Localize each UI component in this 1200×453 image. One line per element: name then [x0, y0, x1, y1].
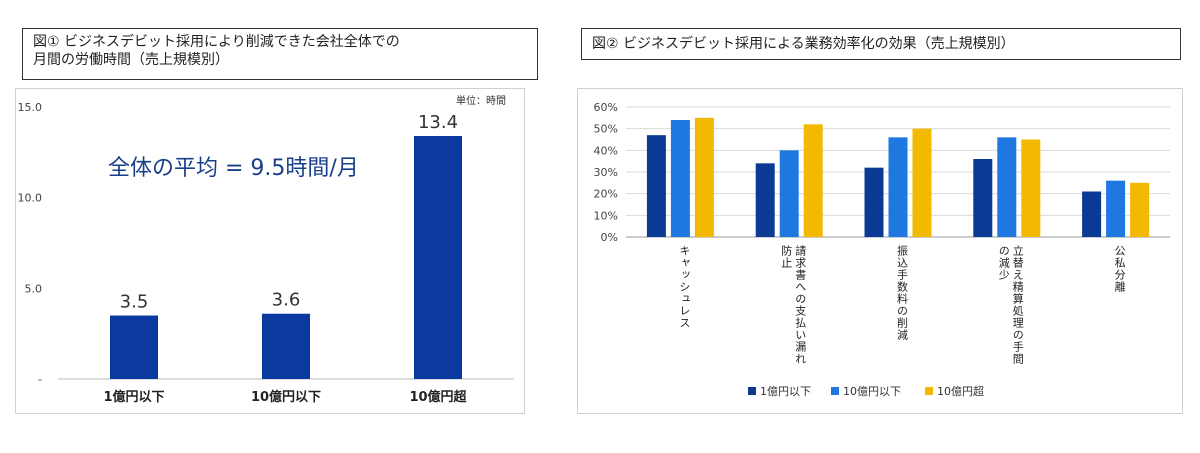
bar-1億円以下-振込手数料の削減 — [864, 167, 884, 237]
y-tick-label: 10.0 — [18, 192, 43, 205]
bar-10億円超-キャッシュレス — [694, 117, 714, 237]
y-tick-label: 20% — [594, 188, 618, 201]
x-tick-label: 請求書への支払い漏れ — [794, 244, 807, 365]
chart1-frame: - 5.0 10.0 15.0 単位：時間全体の平均 = 9.5時間/月 3.5 1億円以下… — [15, 88, 525, 414]
data-label: 3.5 — [120, 292, 149, 313]
x-tick-label: 10億円以下 — [251, 389, 321, 405]
data-label: 13.4 — [418, 112, 458, 133]
y-tick-label: 5.0 — [25, 282, 43, 295]
x-tick-label: 10億円超 — [409, 389, 467, 405]
bar-10億円以下-振込手数料の削減 — [888, 137, 908, 237]
y-tick-label: 60% — [594, 101, 618, 114]
y-tick-label: 0% — [601, 231, 618, 244]
chart2-title: 図② ビジネスデビット採用による業務効率化の効果（売上規模別） — [581, 28, 1181, 60]
chart2-title-text: 図② ビジネスデビット採用による業務効率化の効果（売上規模別） — [592, 36, 1015, 52]
unit-note: 単位：時間 — [456, 94, 506, 107]
x-tick-label: 振込手数料の削減 — [896, 244, 909, 341]
bar-1億円以下-公私分離 — [1082, 191, 1102, 237]
legend-label: 10億円以下 — [843, 385, 901, 398]
bar-10億円以下-立替え精算処理の手間の減少 — [997, 137, 1017, 237]
chart1-title-line2: 月間の労働時間（売上規模別） — [33, 52, 229, 68]
bar-1億円以下-請求書への支払い漏れ防止 — [755, 163, 775, 237]
data-label: 3.6 — [272, 290, 301, 311]
legend-label: 1億円以下 — [760, 385, 811, 398]
legend-swatch — [831, 387, 839, 395]
bar-10億円超-立替え精算処理の手間の減少 — [1021, 139, 1041, 237]
bar-10億円超 — [414, 136, 462, 379]
bar-10億円超-請求書への支払い漏れ防止 — [803, 124, 823, 237]
bar-10億円超-公私分離 — [1130, 182, 1150, 237]
x-tick-label: 防止 — [780, 244, 793, 269]
legend-label: 10億円超 — [937, 384, 984, 398]
bar-10億円以下-公私分離 — [1106, 180, 1126, 237]
y-tick-label: 40% — [594, 144, 618, 157]
bar-10億円以下 — [262, 313, 310, 379]
bar-1億円以下-立替え精算処理の手間の減少 — [973, 159, 993, 237]
bar-1億円以下 — [110, 315, 158, 379]
bar-10億円以下-請求書への支払い漏れ防止 — [779, 150, 799, 237]
x-tick-label: 1億円以下 — [103, 389, 164, 405]
x-tick-label: の減少 — [997, 245, 1010, 281]
x-tick-label: キャッシュレス — [678, 245, 691, 329]
bar-10億円以下-キャッシュレス — [670, 120, 690, 237]
y-tick-label: 50% — [594, 123, 618, 136]
y-tick-label: 30% — [594, 166, 618, 179]
average-annotation: 全体の平均 = 9.5時間/月 — [108, 156, 359, 181]
x-tick-label: 公私分離 — [1113, 245, 1126, 293]
bar-10億円超-振込手数料の削減 — [912, 128, 932, 237]
chart1-title: 図① ビジネスデビット採用により削減できた会社全体での 月間の労働時間（売上規模… — [22, 28, 538, 80]
chart1-title-line1: 図① ビジネスデビット採用により削減できた会社全体での — [33, 34, 400, 50]
legend-swatch — [925, 387, 933, 395]
y-tick-label: - — [38, 373, 42, 386]
x-tick-label: 立替え精算処理の手間 — [1011, 244, 1024, 365]
legend-swatch — [748, 387, 756, 395]
bar-1億円以下-キャッシュレス — [646, 135, 666, 237]
y-tick-label: 15.0 — [18, 101, 43, 114]
chart2-frame: 0% 10% 20% 30% 40% 50% 60% キャッシュレス 請求書への支払い漏れ 防止 振… — [577, 88, 1183, 414]
y-tick-label: 10% — [594, 209, 618, 222]
